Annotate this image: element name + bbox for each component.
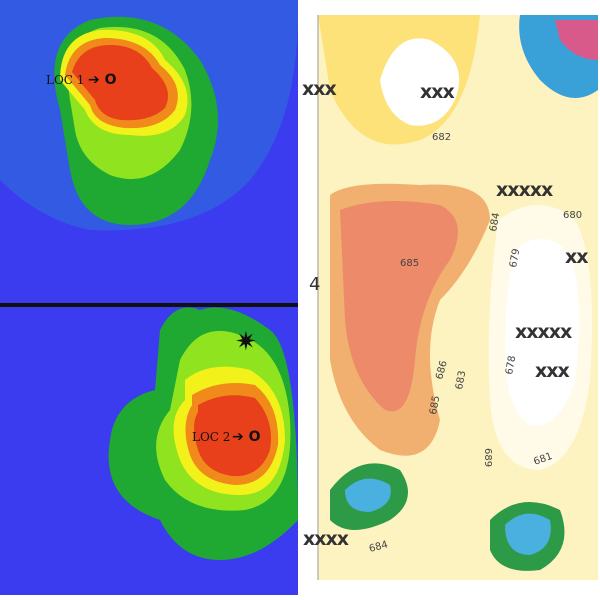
marker-label: xxxx — [303, 528, 349, 550]
marker-label: xxx — [535, 360, 570, 382]
contour-labels: 682 684 680 685 679 678 686 683 685 681 … — [368, 132, 582, 555]
marker-label: xx — [565, 246, 588, 268]
contour-label: 685 — [400, 258, 419, 269]
svg-text:➔ O: ➔ O — [232, 429, 261, 445]
contour-label: 685 — [428, 395, 442, 416]
sheet-number: 4 — [309, 274, 320, 295]
svg-text:✷: ✷ — [235, 327, 257, 357]
left-map: LOC 1 ➔ O LOC 2 ➔ O ✷ — [0, 0, 299, 595]
contour-label: 683 — [454, 370, 468, 391]
location-label: LOC 1 — [46, 73, 84, 87]
svg-text:➔ O: ➔ O — [88, 72, 117, 88]
contour-label: 689 — [482, 448, 493, 467]
contour-label: 686 — [434, 359, 450, 380]
marker-label: xxx — [420, 81, 455, 103]
contour-label: 678 — [504, 355, 518, 376]
contour-label: 679 — [508, 248, 522, 269]
contour-label: 682 — [432, 132, 451, 143]
contour-label: 684 — [488, 212, 502, 233]
right-map: 4 xxx xxx xxxxx xx xxxxx xxx xxxx 682 68… — [302, 15, 598, 580]
contour-label: 684 — [368, 539, 389, 555]
contour-label: 680 — [563, 210, 582, 221]
marker-label: xxxxx — [515, 321, 572, 343]
marker-label: xxxxx — [496, 179, 553, 201]
location-label: LOC 2 — [192, 430, 230, 444]
marker-label: xxx — [302, 78, 337, 100]
